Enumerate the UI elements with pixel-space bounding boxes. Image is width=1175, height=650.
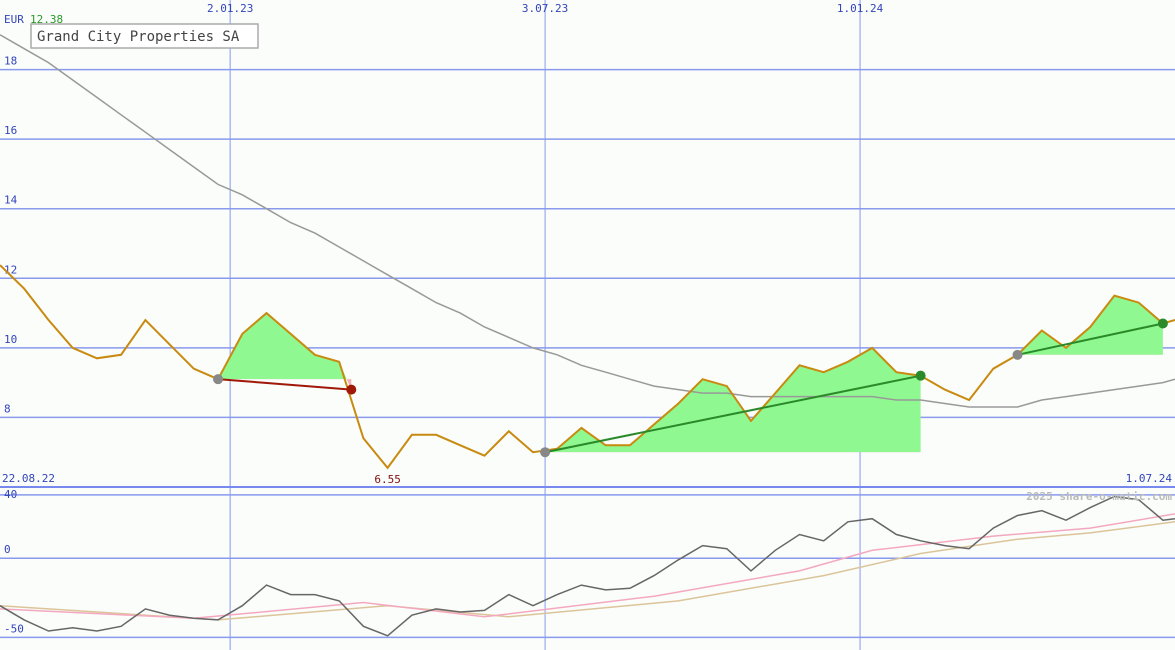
y-tick-label: 16 xyxy=(4,124,17,137)
x-range-label: 1.07.24 xyxy=(1126,472,1173,485)
title-box xyxy=(30,23,259,49)
low-label: 6.55 xyxy=(374,473,401,486)
chart-title: Grand City Properties SA xyxy=(37,29,240,45)
series-line xyxy=(0,513,1175,620)
gain-area xyxy=(545,347,921,453)
price-label: 12.38 xyxy=(30,13,63,26)
trade-exit xyxy=(346,384,357,395)
trade-line xyxy=(1017,322,1164,356)
series-line xyxy=(0,521,1175,621)
y-tick-label: 0 xyxy=(4,543,11,556)
trade-line xyxy=(217,378,352,391)
trade-entry xyxy=(540,447,551,458)
y-tick-label: 18 xyxy=(4,55,17,68)
x-range-label: 22.08.22 xyxy=(2,472,55,485)
gain-area xyxy=(218,313,352,380)
x-tick-label: 3.07.23 xyxy=(522,2,568,15)
x-tick-label: 2.01.23 xyxy=(207,2,253,15)
currency: EUR xyxy=(4,13,24,26)
trade-line xyxy=(544,374,921,454)
y-tick-label: -50 xyxy=(4,622,24,635)
trade-entry xyxy=(213,374,224,385)
y-tick-label: 8 xyxy=(4,402,11,415)
series-line xyxy=(0,264,1175,470)
y-tick-label: 40 xyxy=(4,488,17,501)
series-line xyxy=(0,495,1175,637)
trade-entry xyxy=(1012,349,1023,360)
watermark: 2025 share-o-matic.com xyxy=(1026,490,1172,503)
trade-exit xyxy=(1157,318,1168,329)
trade-exit xyxy=(915,370,926,381)
y-tick-label: 10 xyxy=(4,333,17,346)
series-line xyxy=(0,34,1175,408)
y-tick-label: 14 xyxy=(4,194,18,207)
x-tick-label: 1.01.24 xyxy=(837,2,884,15)
